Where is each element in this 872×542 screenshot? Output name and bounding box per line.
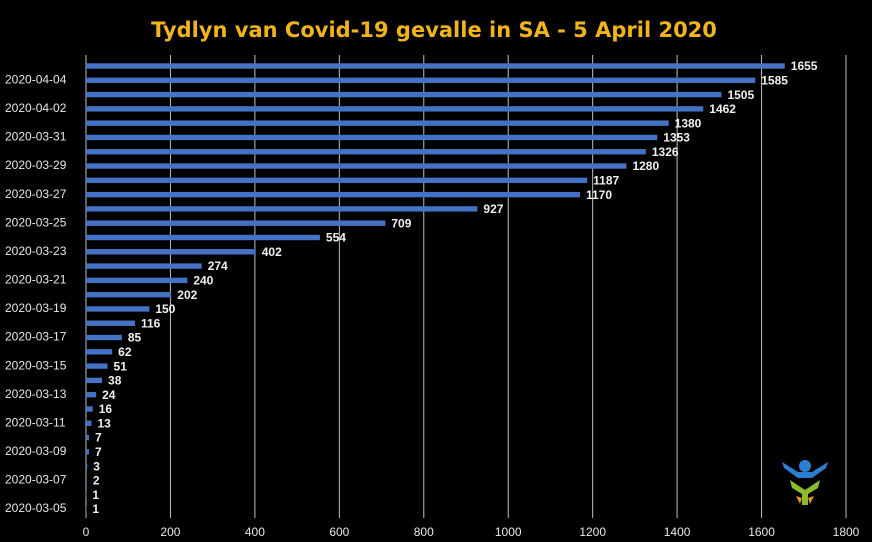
x-tick-label: 1000 xyxy=(495,525,522,539)
y-tick-label: 2020-03-23 xyxy=(5,244,67,258)
y-tick-label: 2020-04-04 xyxy=(5,72,67,86)
x-tick-label: 200 xyxy=(160,525,180,539)
bar xyxy=(86,449,89,455)
bar xyxy=(86,149,646,155)
y-tick-label: 2020-03-13 xyxy=(5,387,67,401)
value-label: 1 xyxy=(92,502,99,516)
bar xyxy=(86,391,97,398)
bar xyxy=(86,291,172,298)
x-tick-label: 1400 xyxy=(664,525,691,539)
value-label: 16 xyxy=(99,402,113,416)
y-tick-label: 2020-03-29 xyxy=(5,158,67,172)
bar xyxy=(86,120,669,126)
value-label: 1280 xyxy=(632,159,659,173)
value-label: 1462 xyxy=(709,102,736,116)
bar xyxy=(86,334,122,341)
bar xyxy=(86,263,202,269)
logo xyxy=(782,460,828,505)
value-label: 1170 xyxy=(586,188,612,202)
bar xyxy=(86,234,320,241)
bar xyxy=(86,434,89,441)
value-label: 51 xyxy=(114,359,128,373)
y-tick-label: 2020-03-05 xyxy=(5,501,67,515)
value-label: 2 xyxy=(93,474,100,488)
y-tick-label: 2020-03-25 xyxy=(5,215,67,229)
value-label: 116 xyxy=(141,316,161,330)
bar xyxy=(86,106,704,112)
x-tick-label: 800 xyxy=(414,525,434,539)
value-label: 150 xyxy=(155,302,175,316)
value-label: 1187 xyxy=(593,173,619,187)
bar xyxy=(86,206,478,212)
bar xyxy=(86,349,113,355)
value-label: 7 xyxy=(95,445,102,459)
bar xyxy=(86,220,386,226)
bar xyxy=(86,191,580,198)
y-tick-label: 2020-04-02 xyxy=(5,101,67,115)
x-tick-label: 1200 xyxy=(579,525,606,539)
value-label: 7 xyxy=(95,431,102,445)
value-label: 1353 xyxy=(663,131,690,145)
value-label: 38 xyxy=(108,374,122,388)
bar xyxy=(86,477,87,484)
value-label: 13 xyxy=(97,416,111,430)
y-tick-label: 2020-03-09 xyxy=(5,444,67,458)
bar xyxy=(86,377,103,384)
value-label: 1326 xyxy=(652,145,679,159)
value-label: 1 xyxy=(92,488,99,502)
x-tick-label: 1800 xyxy=(833,525,860,539)
value-label: 1655 xyxy=(791,59,818,73)
value-label: 274 xyxy=(208,259,228,273)
y-tick-label: 2020-03-19 xyxy=(5,301,67,315)
bar xyxy=(86,77,756,83)
bar xyxy=(86,363,108,369)
bar xyxy=(86,420,92,426)
value-label: 62 xyxy=(118,345,132,359)
y-tick-label: 2020-03-21 xyxy=(5,273,67,287)
bar xyxy=(86,406,93,412)
chart-title: Tydlyn van Covid-19 gevalle in SA - 5 Ap… xyxy=(151,18,717,42)
y-tick-label: 2020-03-07 xyxy=(5,473,67,487)
y-tick-label: 2020-03-15 xyxy=(5,358,67,372)
x-tick-label: 0 xyxy=(83,525,90,539)
y-tick-label: 2020-03-17 xyxy=(5,330,67,344)
x-tick-label: 600 xyxy=(329,525,349,539)
value-label: 1585 xyxy=(761,73,788,87)
value-label: 202 xyxy=(177,288,197,302)
y-tick-label: 2020-03-27 xyxy=(5,187,67,201)
value-label: 402 xyxy=(262,245,282,259)
value-label: 1505 xyxy=(727,88,754,102)
value-label: 240 xyxy=(193,274,213,288)
bar xyxy=(86,63,785,69)
bar xyxy=(86,463,88,469)
value-label: 1380 xyxy=(675,116,702,130)
bar xyxy=(86,249,256,255)
value-label: 554 xyxy=(326,231,346,245)
bar xyxy=(86,320,135,326)
value-label: 927 xyxy=(483,202,503,216)
bar xyxy=(86,91,722,98)
y-tick-label: 2020-03-11 xyxy=(5,415,66,429)
bar xyxy=(86,163,627,169)
bar xyxy=(86,306,150,312)
bar xyxy=(86,277,188,284)
x-tick-label: 400 xyxy=(245,525,265,539)
value-label: 3 xyxy=(93,459,100,473)
value-label: 709 xyxy=(391,216,411,230)
value-label: 24 xyxy=(102,388,116,402)
bar xyxy=(86,177,588,184)
value-label: 85 xyxy=(128,331,142,345)
y-tick-label: 2020-03-31 xyxy=(5,130,67,144)
bar xyxy=(86,134,658,141)
x-tick-label: 1600 xyxy=(748,525,775,539)
